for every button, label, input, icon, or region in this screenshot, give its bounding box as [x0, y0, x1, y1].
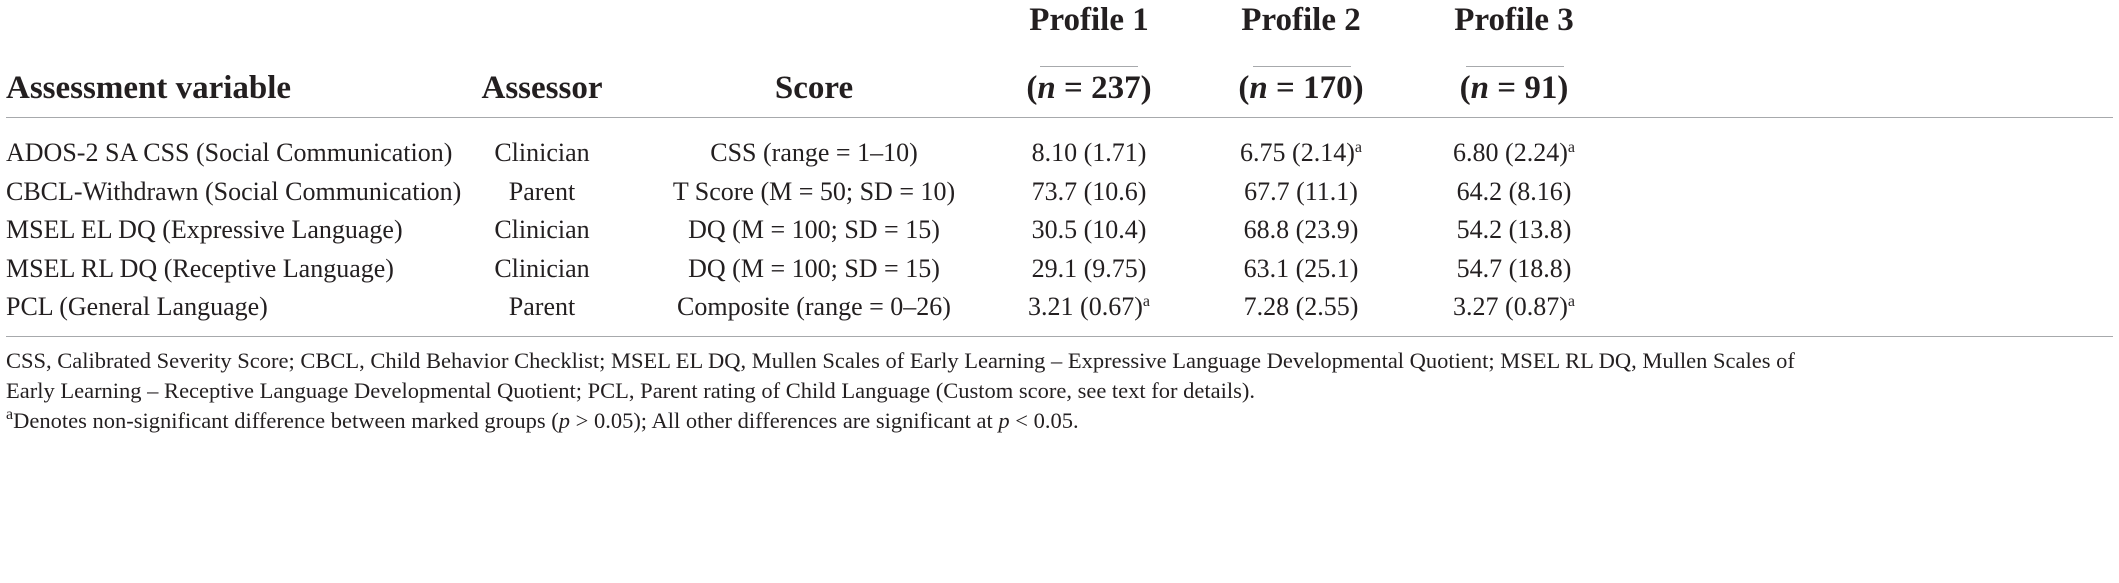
header-assessment-variable: Assessment variable [6, 70, 292, 106]
header-profile-1-n: (n = 237) [1026, 70, 1152, 106]
profile-2-underline [1253, 66, 1351, 67]
row-2-profile-1: 73.7 (10.6) [1031, 177, 1147, 206]
row-5-profile-1: 3.21 (0.67)a [1028, 292, 1150, 321]
row-1-assessor: Clinician [494, 138, 590, 167]
row-3-profile-2: 68.8 (23.9) [1243, 215, 1359, 244]
row-3-profile-3: 54.2 (13.8) [1456, 215, 1572, 244]
header-profile-3-n: (n = 91) [1459, 70, 1569, 106]
header-divider [6, 117, 2113, 118]
row-3-profile-1: 30.5 (10.4) [1031, 215, 1147, 244]
row-4-profile-1: 29.1 (9.75) [1031, 254, 1147, 283]
row-3-variable: MSEL EL DQ (Expressive Language) [6, 215, 403, 244]
header-score: Score [774, 70, 854, 106]
row-4-score: DQ (M = 100; SD = 15) [688, 254, 940, 283]
footnote-abbreviations-line-2: Early Learning – Receptive Language Deve… [6, 378, 1256, 403]
header-profile-2-title: Profile 2 [1241, 2, 1361, 38]
header-profile-3-title: Profile 3 [1454, 2, 1574, 38]
row-4-assessor: Clinician [494, 254, 590, 283]
row-1-profile-3: 6.80 (2.24)a [1453, 138, 1575, 167]
footnote-abbreviations-line-1: CSS, Calibrated Severity Score; CBCL, Ch… [6, 348, 1795, 373]
row-2-score: T Score (M = 50; SD = 10) [672, 177, 956, 206]
row-5-profile-2: 7.28 (2.55) [1243, 292, 1359, 321]
row-5-profile-3: 3.27 (0.87)a [1453, 292, 1575, 321]
row-5-score: Composite (range = 0–26) [677, 292, 951, 321]
row-2-profile-2: 67.7 (11.1) [1244, 177, 1358, 206]
row-2-assessor: Parent [508, 177, 576, 206]
row-3-score: DQ (M = 100; SD = 15) [688, 215, 940, 244]
row-4-profile-2: 63.1 (25.1) [1243, 254, 1359, 283]
row-4-profile-3: 54.7 (18.8) [1456, 254, 1572, 283]
row-1-profile-1: 8.10 (1.71) [1031, 138, 1147, 167]
row-2-variable: CBCL-Withdrawn (Social Communication) [6, 177, 462, 206]
profile-3-underline [1466, 66, 1564, 67]
profile-1-underline [1040, 66, 1138, 67]
footnote-significance: aDenotes non-significant difference betw… [6, 406, 1079, 433]
table-bottom-rule [6, 336, 2113, 337]
row-5-assessor: Parent [508, 292, 576, 321]
row-3-assessor: Clinician [494, 215, 590, 244]
header-profile-1-title: Profile 1 [1029, 2, 1149, 38]
row-5-variable: PCL (General Language) [6, 292, 268, 321]
header-profile-2-n: (n = 170) [1238, 70, 1364, 106]
row-4-variable: MSEL RL DQ (Receptive Language) [6, 254, 394, 283]
header-assessor: Assessor [481, 70, 603, 106]
row-2-profile-3: 64.2 (8.16) [1456, 177, 1572, 206]
row-1-score: CSS (range = 1–10) [710, 138, 918, 167]
row-1-profile-2: 6.75 (2.14)a [1240, 138, 1362, 167]
row-1-variable: ADOS-2 SA CSS (Social Communication) [6, 138, 453, 167]
